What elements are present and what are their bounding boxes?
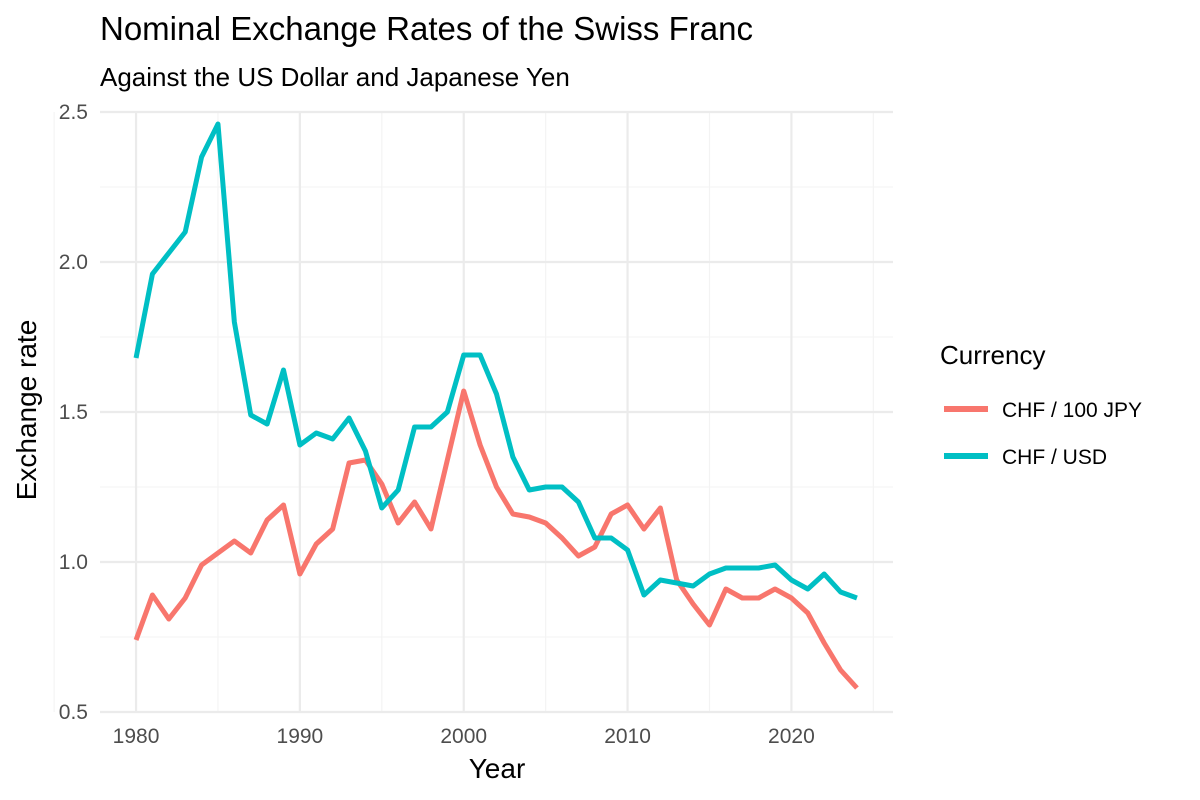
y-tick-label: 1.5 <box>59 401 88 424</box>
x-axis-title: Year <box>469 753 526 784</box>
chart-title: Nominal Exchange Rates of the Swiss Fran… <box>100 10 753 47</box>
x-tick-label: 2000 <box>440 725 487 748</box>
gridlines <box>53 110 893 714</box>
series-line-2 <box>133 121 858 601</box>
legend-title: Currency <box>940 340 1045 370</box>
plot-panel: 1980 1990 2000 2010 2020 0.5 1.0 1.5 2.0 2.5 <box>53 101 893 748</box>
legend-label: CHF / USD <box>1002 446 1107 469</box>
y-tick-label: 2.0 <box>59 251 88 274</box>
y-tick-label: 1.0 <box>59 551 88 574</box>
series-lines <box>133 121 859 690</box>
y-tick-labels: 0.5 1.0 1.5 2.0 2.5 <box>59 101 88 724</box>
x-tick-label: 1990 <box>277 725 324 748</box>
y-tick-label: 2.5 <box>59 101 88 124</box>
series-line-1 <box>133 388 859 690</box>
legend-items: CHF / 100 JPY CHF / USD <box>944 399 1142 469</box>
x-tick-label: 2010 <box>604 725 651 748</box>
x-tick-label: 1980 <box>113 725 160 748</box>
y-axis-title: Exchange rate <box>11 320 42 501</box>
x-tick-labels: 1980 1990 2000 2010 2020 <box>113 725 815 748</box>
legend-label: CHF / 100 JPY <box>1002 399 1142 422</box>
legend: Currency CHF / 100 JPY CHF / USD <box>940 340 1142 469</box>
x-tick-label: 2020 <box>768 725 815 748</box>
chart-subtitle: Against the US Dollar and Japanese Yen <box>100 62 570 92</box>
y-tick-label: 0.5 <box>59 701 88 724</box>
